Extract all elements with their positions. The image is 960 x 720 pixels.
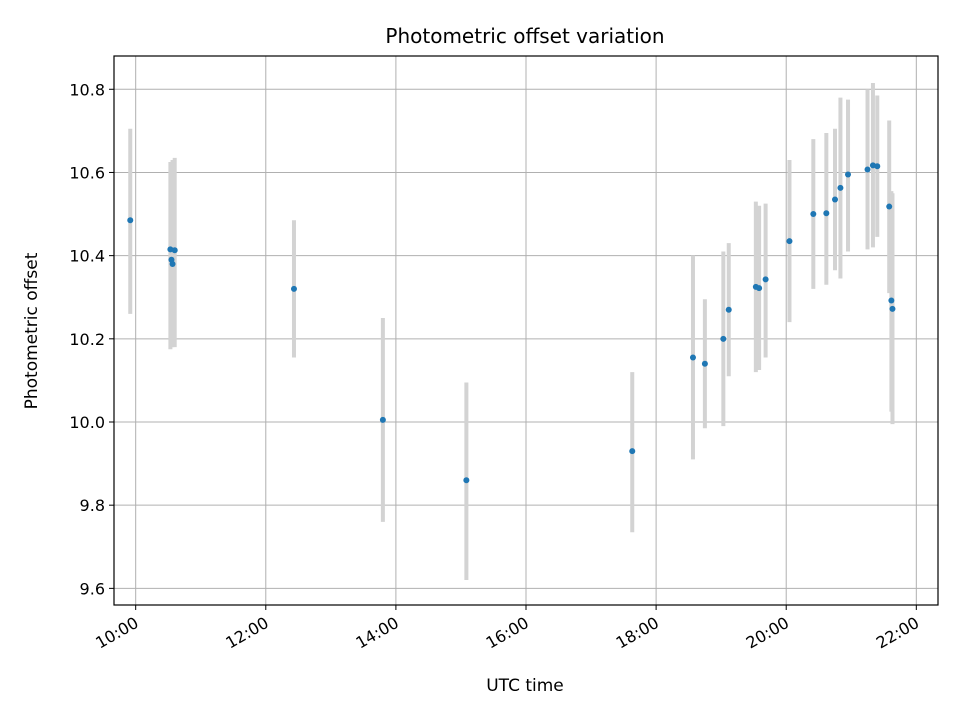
- data-point: [837, 184, 844, 191]
- data-point: [762, 276, 769, 283]
- data-points: [127, 162, 896, 484]
- data-point: [290, 285, 297, 292]
- data-point: [845, 171, 852, 178]
- chart-title: Photometric offset variation: [385, 24, 664, 48]
- data-point: [874, 163, 881, 170]
- data-point: [889, 305, 896, 312]
- data-point: [810, 211, 817, 218]
- x-tick-label: 18:00: [613, 613, 662, 653]
- x-tick-label: 10:00: [92, 613, 141, 653]
- x-tick-label: 14:00: [352, 613, 401, 653]
- data-point: [127, 217, 134, 224]
- data-point: [823, 210, 830, 217]
- data-point: [169, 260, 176, 267]
- data-point: [725, 306, 732, 313]
- x-tick-label: 22:00: [873, 613, 922, 653]
- data-point: [720, 335, 727, 342]
- y-tick-label: 10.2: [69, 330, 105, 349]
- data-point: [888, 297, 895, 304]
- data-point: [786, 238, 793, 245]
- data-point: [463, 477, 470, 484]
- y-tick-label: 9.8: [80, 496, 105, 515]
- data-point: [379, 416, 386, 423]
- gridlines: [114, 56, 938, 605]
- data-point: [864, 166, 871, 173]
- y-tick-label: 10.4: [69, 247, 105, 266]
- y-axis-label: Photometric offset: [22, 252, 42, 409]
- x-tick-label: 12:00: [222, 613, 271, 653]
- data-point: [701, 360, 708, 367]
- y-tick-label: 9.6: [80, 579, 105, 598]
- y-axis-ticks: 9.6 9.8 10.0 10.2 10.4 10.6 10.8: [69, 80, 114, 598]
- data-point: [886, 203, 893, 210]
- x-axis-ticks: 10:00 12:00 14:00 16:00 18:00 20:00 22:00: [92, 605, 922, 653]
- data-point: [832, 196, 838, 203]
- data-point: [689, 354, 696, 361]
- y-tick-label: 10.6: [69, 163, 105, 182]
- y-tick-label: 10.8: [69, 80, 105, 99]
- y-tick-label: 10.0: [69, 413, 105, 432]
- x-tick-label: 20:00: [743, 613, 792, 653]
- data-point: [756, 285, 763, 292]
- data-point: [629, 448, 636, 455]
- x-axis-label: UTC time: [486, 676, 564, 696]
- data-point: [171, 247, 178, 254]
- x-tick-label: 16:00: [483, 613, 532, 653]
